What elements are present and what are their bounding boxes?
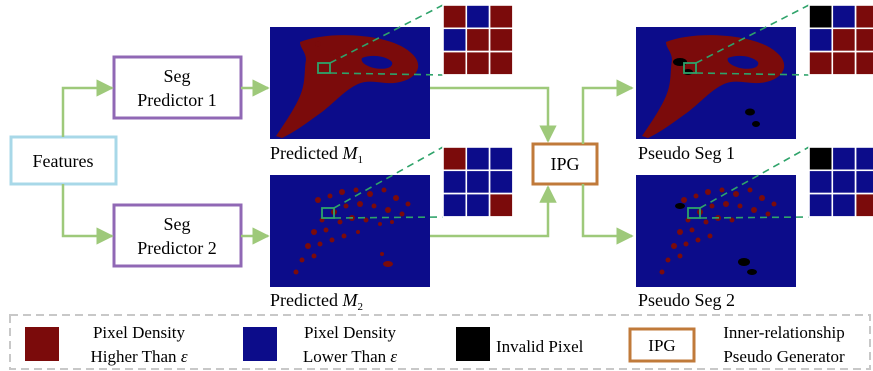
grid-cell-low	[831, 146, 857, 172]
legend-ipg-box	[628, 327, 696, 363]
grid-cell-low	[831, 192, 857, 218]
grid-cell-high	[808, 50, 834, 76]
legend-high-swatch	[25, 327, 59, 361]
pred1-zoom-grid	[442, 4, 514, 76]
pseudo-seg-2-image	[636, 175, 796, 287]
grid-cell-low	[465, 192, 491, 218]
grid-cell-low	[442, 27, 468, 53]
flow-arrows	[61, 79, 634, 245]
grid-cell-low	[831, 4, 857, 30]
arrow-pred1-to-ipg	[430, 86, 557, 143]
pseudo2-zoom-grid	[808, 146, 873, 218]
seg-predictor-1-box	[112, 55, 243, 120]
grid-cell-high	[465, 27, 491, 53]
grid-cell-low	[808, 27, 834, 53]
grid-cell-high	[488, 27, 514, 53]
seg-predictor-1-line2: Predictor 1	[137, 90, 216, 110]
grid-cell-high	[854, 4, 873, 30]
predicted-m2-image	[270, 175, 430, 287]
predicted-m1-image	[270, 27, 430, 139]
pred2-zoom-grid	[442, 146, 514, 218]
grid-cell-high	[465, 50, 491, 76]
grid-cell-low	[465, 4, 491, 30]
features-label: Features	[33, 151, 94, 171]
grid-cell-low	[831, 169, 857, 195]
grid-cell-high	[442, 50, 468, 76]
caption-pseudo-seg-1: Pseudo Seg 1	[638, 143, 735, 163]
grid-cell-high	[854, 50, 873, 76]
legend-ipg-line2: Pseudo Generator	[723, 347, 845, 366]
grid-cell-low	[488, 169, 514, 195]
legend-low-swatch	[243, 327, 277, 361]
grid-cell-high	[854, 27, 873, 53]
seg-predictor-2-line2: Predictor 2	[137, 238, 216, 258]
arrow-ipg-to-pseudo1	[581, 79, 634, 144]
ipg-box	[531, 142, 599, 186]
arrow-features-to-seg2	[61, 184, 114, 245]
caption-pseudo-seg-2: Pseudo Seg 2	[638, 290, 735, 310]
grid-cell-high	[488, 192, 514, 218]
zoom-lines	[329, 4, 810, 219]
pred2-zoom-box	[321, 207, 335, 219]
grid-cell-high	[488, 50, 514, 76]
grid-cell-high	[442, 4, 468, 30]
grid-cell-high	[442, 146, 468, 172]
grid-cell-low	[808, 192, 834, 218]
caption-predicted-m1: Predicted M1	[270, 143, 363, 166]
arrow-ipg-to-pseudo2	[581, 184, 634, 245]
legend-invalid-label: Invalid Pixel	[496, 337, 584, 356]
pseudo1-zoom-grid	[808, 4, 873, 76]
caption-predicted-m2: Predicted M2	[270, 290, 363, 313]
legend-invalid-swatch	[456, 327, 490, 361]
pred1-zoom-box	[317, 62, 331, 74]
ipg-label: IPG	[550, 154, 579, 174]
legend-high-line2: Higher Than ε	[90, 347, 187, 366]
grid-cell-low	[808, 169, 834, 195]
grid-cell-low	[854, 169, 873, 195]
grid-cell-low	[465, 169, 491, 195]
legend-frame	[9, 314, 871, 370]
grid-cell-invalid	[808, 4, 834, 30]
arrow-features-to-seg1	[61, 79, 114, 137]
grid-cell-high	[488, 4, 514, 30]
legend-ipg-line1: Inner-relationship	[723, 323, 844, 342]
grid-cell-low	[442, 192, 468, 218]
grid-cell-low	[465, 146, 491, 172]
grid-cell-invalid	[808, 146, 834, 172]
arrow-pred2-to-ipg	[430, 185, 557, 238]
seg-predictor-1-line1: Seg	[164, 66, 191, 86]
grid-cell-high	[831, 27, 857, 53]
grid-cell-low	[854, 146, 873, 172]
grid-cell-high	[831, 50, 857, 76]
legend-low-line1: Pixel Density	[304, 323, 397, 342]
legend: Pixel Density Higher Than ε Pixel Densit…	[9, 314, 871, 370]
pseudo1-zoom-box	[683, 62, 697, 74]
legend-high-line1: Pixel Density	[93, 323, 186, 342]
pseudo2-zoom-box	[687, 207, 701, 219]
seg-predictor-2-box	[112, 203, 243, 268]
legend-ipg-box-label: IPG	[648, 336, 675, 355]
pseudo-seg-1-image	[636, 27, 796, 139]
legend-low-line2: Lower Than ε	[303, 347, 398, 366]
grid-cell-low	[442, 169, 468, 195]
seg-predictor-2-line1: Seg	[164, 214, 191, 234]
grid-cell-high	[854, 192, 873, 218]
grid-cell-low	[488, 146, 514, 172]
